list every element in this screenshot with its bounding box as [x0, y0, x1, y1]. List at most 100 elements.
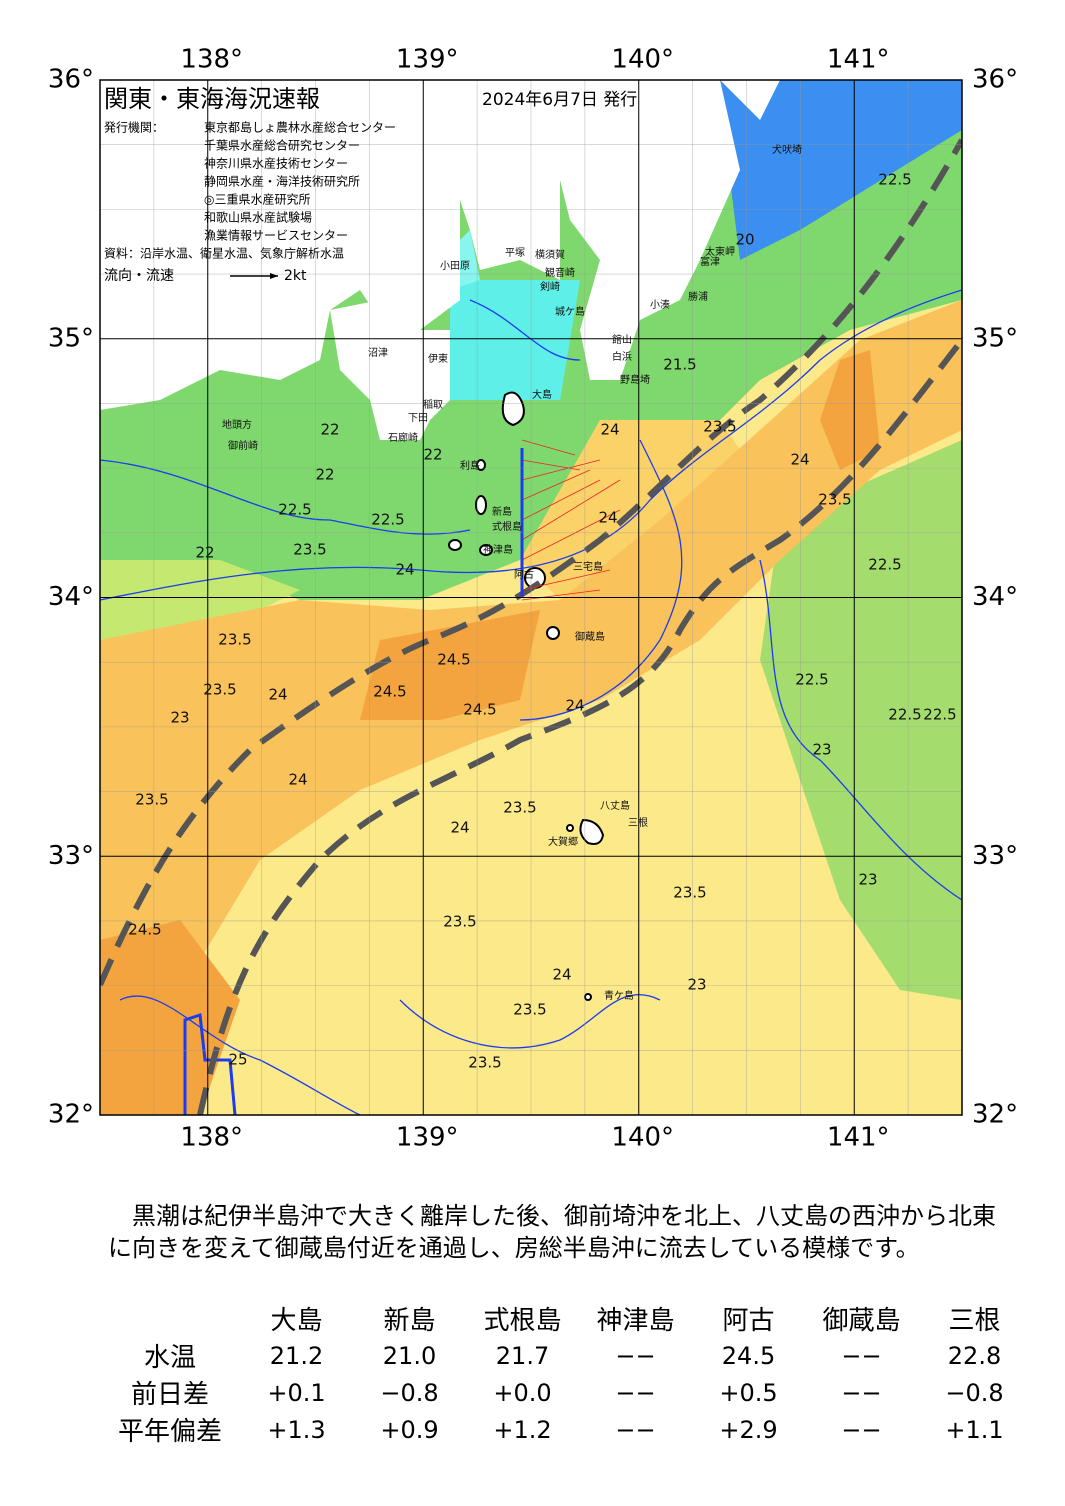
- place-name: 式根島: [492, 520, 522, 533]
- contour-label: 24.5: [373, 683, 406, 701]
- lon-label: 138°: [180, 45, 243, 75]
- place-name: 新島: [492, 505, 512, 518]
- contour-label: 23: [812, 741, 831, 759]
- place-name: 稲取: [423, 399, 443, 411]
- contour-label: 23: [170, 709, 189, 727]
- contour-label: 22: [423, 446, 442, 464]
- lon-label: 140°: [611, 1123, 674, 1153]
- contour-label: 23.5: [513, 1001, 546, 1019]
- place-name: 阿古: [514, 568, 534, 581]
- lat-label: 35°: [972, 323, 1018, 353]
- column-header: 神津島: [596, 1306, 675, 1336]
- agency: 千葉県水産総合研究センター: [204, 138, 360, 153]
- contour-label: 23.5: [503, 799, 536, 817]
- lon-label: 139°: [396, 45, 459, 75]
- table-row: 前日差 +0.1 −0.8 +0.0 −− +0.5 −− −0.8: [100, 1374, 1031, 1411]
- agency: 東京都島しょ農林水産総合センター: [204, 120, 396, 135]
- place-name: 剣崎: [540, 280, 560, 293]
- contour-label: 23.5: [218, 631, 251, 649]
- contour-label: 22.5: [878, 171, 911, 189]
- place-name: 小田原: [440, 260, 470, 272]
- place-name: 青ケ島: [604, 989, 634, 1002]
- contour-label: 24: [395, 561, 414, 579]
- lon-label: 141°: [827, 45, 890, 75]
- contour-label: 23.5: [673, 884, 706, 902]
- legend-unit: 2kt: [284, 268, 307, 284]
- row-label: 水温: [143, 1343, 196, 1373]
- place-name: 横須賀: [535, 248, 565, 261]
- lon-label: 139°: [396, 1123, 459, 1153]
- agency: 神奈川県水産技術センター: [204, 156, 348, 171]
- contour-label: 23.5: [703, 418, 736, 436]
- cell: +0.5: [719, 1378, 778, 1407]
- contour-label: 24: [288, 771, 307, 789]
- cell: +0.1: [267, 1378, 326, 1407]
- comment: 黒潮は紀伊半島沖で大きく離岸した後、御前埼沖を北上、八丈島の西沖から北東に向きを…: [108, 1202, 996, 1262]
- place-name: 犬吠埼: [772, 143, 802, 156]
- agencies-label: 発行機関：: [104, 120, 164, 135]
- column-header: 阿古: [722, 1306, 775, 1336]
- station-table: 大島 新島 式根島 神津島 阿古 御蔵島 三根 水温 21.2 21.0 21.7 −− 24.5 −− 2…: [100, 1300, 1031, 1448]
- header-row: 大島 新島 式根島 神津島 阿古 御蔵島 三根: [100, 1300, 1031, 1337]
- contour-label: 23: [687, 976, 706, 994]
- column-header: 式根島: [483, 1306, 562, 1336]
- column-header: 大島: [270, 1306, 323, 1336]
- place-name: 御前崎: [228, 439, 258, 452]
- place-name: 沼津: [368, 346, 388, 359]
- title: 関東・東海海況速報: [104, 85, 320, 113]
- lat-label: 33°: [48, 841, 94, 871]
- contour-label: 23: [858, 871, 877, 889]
- lat-label: 33°: [972, 841, 1018, 871]
- place-name: 下田: [408, 413, 428, 424]
- cell: +2.9: [719, 1415, 778, 1444]
- contour-label: 24.5: [437, 651, 470, 669]
- legend-label: 流向・流速: [104, 268, 174, 284]
- place-name: 石廊崎: [388, 431, 418, 444]
- place-name: 神津島: [483, 543, 513, 556]
- row-label: 前日差: [130, 1380, 209, 1410]
- contour-label: 24: [565, 697, 584, 715]
- cell: 22.8: [947, 1341, 1002, 1370]
- contour-label: 25: [228, 1051, 247, 1069]
- lat-label: 35°: [48, 323, 94, 353]
- contour-label: 22.5: [795, 671, 828, 689]
- row-label: 平年偏差: [117, 1417, 222, 1447]
- cell: 21.7: [495, 1341, 550, 1370]
- cell: 24.5: [721, 1341, 776, 1370]
- contour-label: 22: [195, 544, 214, 562]
- lat-label: 34°: [972, 582, 1018, 612]
- lat-label: 36°: [972, 65, 1018, 95]
- place-name: 地頭方: [222, 418, 252, 431]
- place-name: 白浜: [612, 350, 632, 363]
- cell: −−: [615, 1415, 656, 1444]
- place-name: 野島埼: [620, 373, 650, 386]
- place-name: 伊東: [428, 352, 448, 365]
- place-name: 勝浦: [688, 290, 708, 303]
- cell: +1.1: [945, 1415, 1004, 1444]
- contour-label: 23.5: [203, 681, 236, 699]
- cell: +1.2: [493, 1415, 552, 1444]
- contour-label: 24.5: [463, 701, 496, 719]
- place-name: 御蔵島: [575, 630, 605, 643]
- cell: +0.0: [493, 1378, 552, 1407]
- agency: ◎三重県水産研究所: [204, 192, 310, 207]
- place-name: 八丈島: [600, 799, 630, 812]
- lat-label: 32°: [972, 1100, 1018, 1130]
- column-header: 新島: [383, 1306, 436, 1336]
- contour-label: 24: [598, 509, 617, 527]
- contour-label: 24: [600, 421, 619, 439]
- contour-label: 23.5: [443, 913, 476, 931]
- cell: 21.2: [269, 1341, 324, 1370]
- contour-label: 22.5: [278, 501, 311, 519]
- place-name: 富津: [700, 255, 720, 268]
- agency: 漁業情報サービスセンター: [204, 229, 348, 243]
- contour-label: 21.5: [663, 356, 696, 374]
- contour-label: 24.5: [128, 921, 161, 939]
- cell: −−: [615, 1341, 656, 1370]
- cell: −0.8: [380, 1378, 439, 1407]
- table-row: 平年偏差 +1.3 +0.9 +1.2 −− +2.9 −− +1.1: [100, 1411, 1031, 1448]
- contour-label: 22: [320, 421, 339, 439]
- place-name: 大島: [532, 388, 552, 401]
- place-name: 平塚: [505, 247, 525, 259]
- contour-label: 22.5: [888, 706, 921, 724]
